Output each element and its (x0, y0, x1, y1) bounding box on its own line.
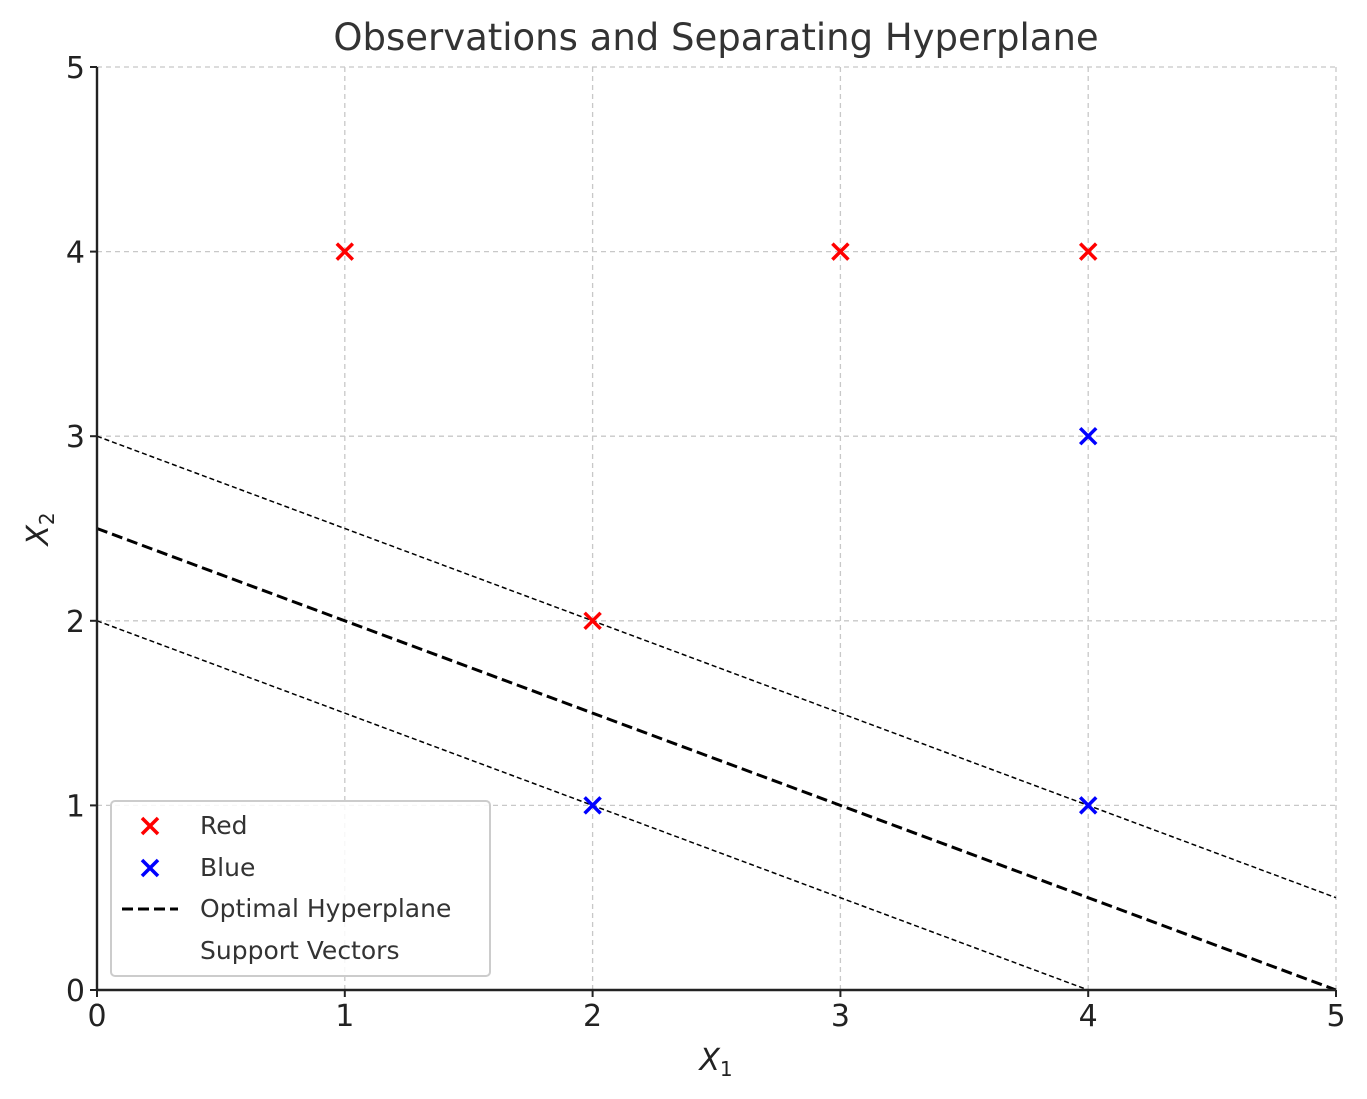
red-point (831, 242, 850, 261)
legend-red-marker (140, 816, 160, 836)
legend-blue-label: Blue (200, 853, 255, 882)
y-tick-label: 4 (66, 236, 85, 271)
legend-blue-marker (140, 858, 160, 878)
optimal-hyperplane-line (96, 527, 1337, 992)
red-point (335, 242, 355, 261)
x-tick-label: 0 (87, 999, 106, 1034)
legend-red-label: Red (200, 811, 248, 840)
y-axis-label-sub: 2 (35, 512, 59, 525)
x-axis-label-main: X (697, 1043, 721, 1078)
legend-box (110, 800, 491, 977)
legend: Red Blue Optimal Hyperplane Support Vect… (110, 800, 491, 977)
y-tick-label: 0 (66, 974, 85, 1009)
ticks: 0 1 2 3 4 5 0 1 2 3 4 5 (66, 51, 1346, 1034)
chart-title: Observations and Separating Hyperplane (333, 16, 1098, 59)
y-tick-label: 3 (66, 420, 85, 455)
support-vector-margin-line (96, 435, 1337, 899)
y-axis-label-main: X (21, 524, 56, 548)
legend-hyperplane-label: Optimal Hyperplane (200, 894, 451, 923)
y-tick-label: 2 (66, 605, 85, 640)
y-axis-label: X2 (21, 512, 59, 547)
red-point (1078, 242, 1098, 261)
y-tick-label: 5 (66, 51, 85, 86)
points-layer (335, 242, 1098, 815)
x-tick-label: 3 (831, 999, 850, 1034)
x-tick-label: 4 (1079, 999, 1098, 1034)
red-point (583, 611, 602, 631)
blue-point (1078, 796, 1098, 815)
x-axis-label-sub: 1 (720, 1057, 733, 1081)
x-tick-label: 5 (1326, 999, 1345, 1034)
x-axis-label: X1 (697, 1043, 732, 1081)
legend-support-vectors-label: Support Vectors (200, 936, 399, 965)
blue-point (1078, 426, 1098, 446)
x-tick-label: 2 (583, 999, 602, 1034)
y-tick-label: 1 (66, 789, 85, 824)
x-tick-label: 1 (335, 999, 354, 1034)
blue-point (583, 796, 602, 815)
